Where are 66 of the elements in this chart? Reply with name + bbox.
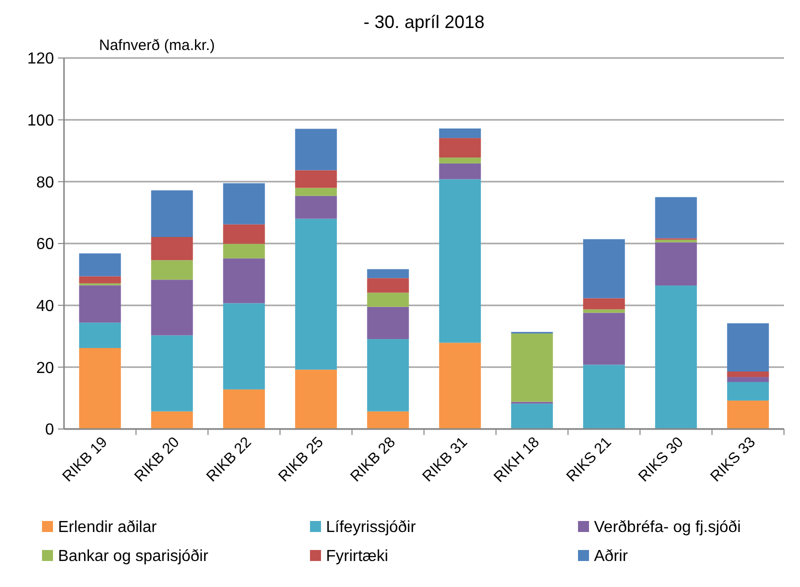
bar <box>367 411 409 429</box>
bar <box>151 280 193 336</box>
bar <box>439 342 481 429</box>
legend-label: Erlendir aðilar <box>58 519 158 536</box>
bar <box>295 196 337 219</box>
bar <box>79 285 121 323</box>
bar <box>583 239 625 298</box>
bar <box>79 348 121 429</box>
y-tick-label: 60 <box>36 236 54 254</box>
bar <box>655 286 697 429</box>
bar <box>223 258 265 304</box>
bar <box>223 389 265 429</box>
bar <box>727 382 769 401</box>
legend-label: Bankar og sparisjóðir <box>58 548 209 565</box>
bar <box>223 224 265 244</box>
y-tick-label: 100 <box>27 112 54 130</box>
bar <box>511 404 553 429</box>
bar <box>439 138 481 158</box>
bar <box>655 240 697 242</box>
y-tick-label: 20 <box>36 360 54 377</box>
bar <box>439 158 481 164</box>
bar <box>79 276 121 284</box>
bar <box>367 292 409 307</box>
y-axis-title: Nafnverð (ma.kr.) <box>99 37 215 54</box>
y-tick-label: 40 <box>36 298 54 315</box>
bar <box>223 303 265 390</box>
bar <box>151 411 193 429</box>
bar <box>583 309 625 313</box>
bar <box>727 400 769 429</box>
bar <box>727 323 769 372</box>
bar <box>583 298 625 310</box>
legend-label: Aðrir <box>594 548 628 565</box>
bar <box>367 339 409 412</box>
bar <box>367 269 409 278</box>
bar <box>295 218 337 370</box>
bar <box>655 197 697 238</box>
bar <box>151 260 193 280</box>
bar <box>655 242 697 286</box>
legend-label: Fyrirtæki <box>326 548 388 565</box>
bar <box>367 306 409 340</box>
bar <box>151 335 193 412</box>
bar <box>727 377 769 382</box>
bar <box>511 333 553 402</box>
bar <box>223 244 265 258</box>
bar <box>439 128 481 138</box>
bar <box>367 278 409 293</box>
bar <box>151 190 193 238</box>
legend-label: Verðbréfa- og fj.sjóði <box>594 519 741 536</box>
y-tick-label: 120 <box>27 50 54 68</box>
bar <box>79 253 121 276</box>
y-tick-label: 0 <box>45 422 54 439</box>
bar <box>583 364 625 429</box>
bar <box>151 237 193 260</box>
bar <box>295 370 337 429</box>
y-tick-label: 80 <box>36 174 54 192</box>
bar <box>79 322 121 348</box>
bar <box>583 312 625 365</box>
bar <box>439 179 481 343</box>
chart-title: - 30. apríl 2018 <box>363 12 485 32</box>
bar <box>295 188 337 196</box>
bar <box>223 183 265 224</box>
bar <box>295 170 337 188</box>
bar <box>727 371 769 378</box>
legend-label: Lífeyrissjóðir <box>326 519 416 536</box>
bar <box>439 163 481 180</box>
bar <box>295 128 337 170</box>
